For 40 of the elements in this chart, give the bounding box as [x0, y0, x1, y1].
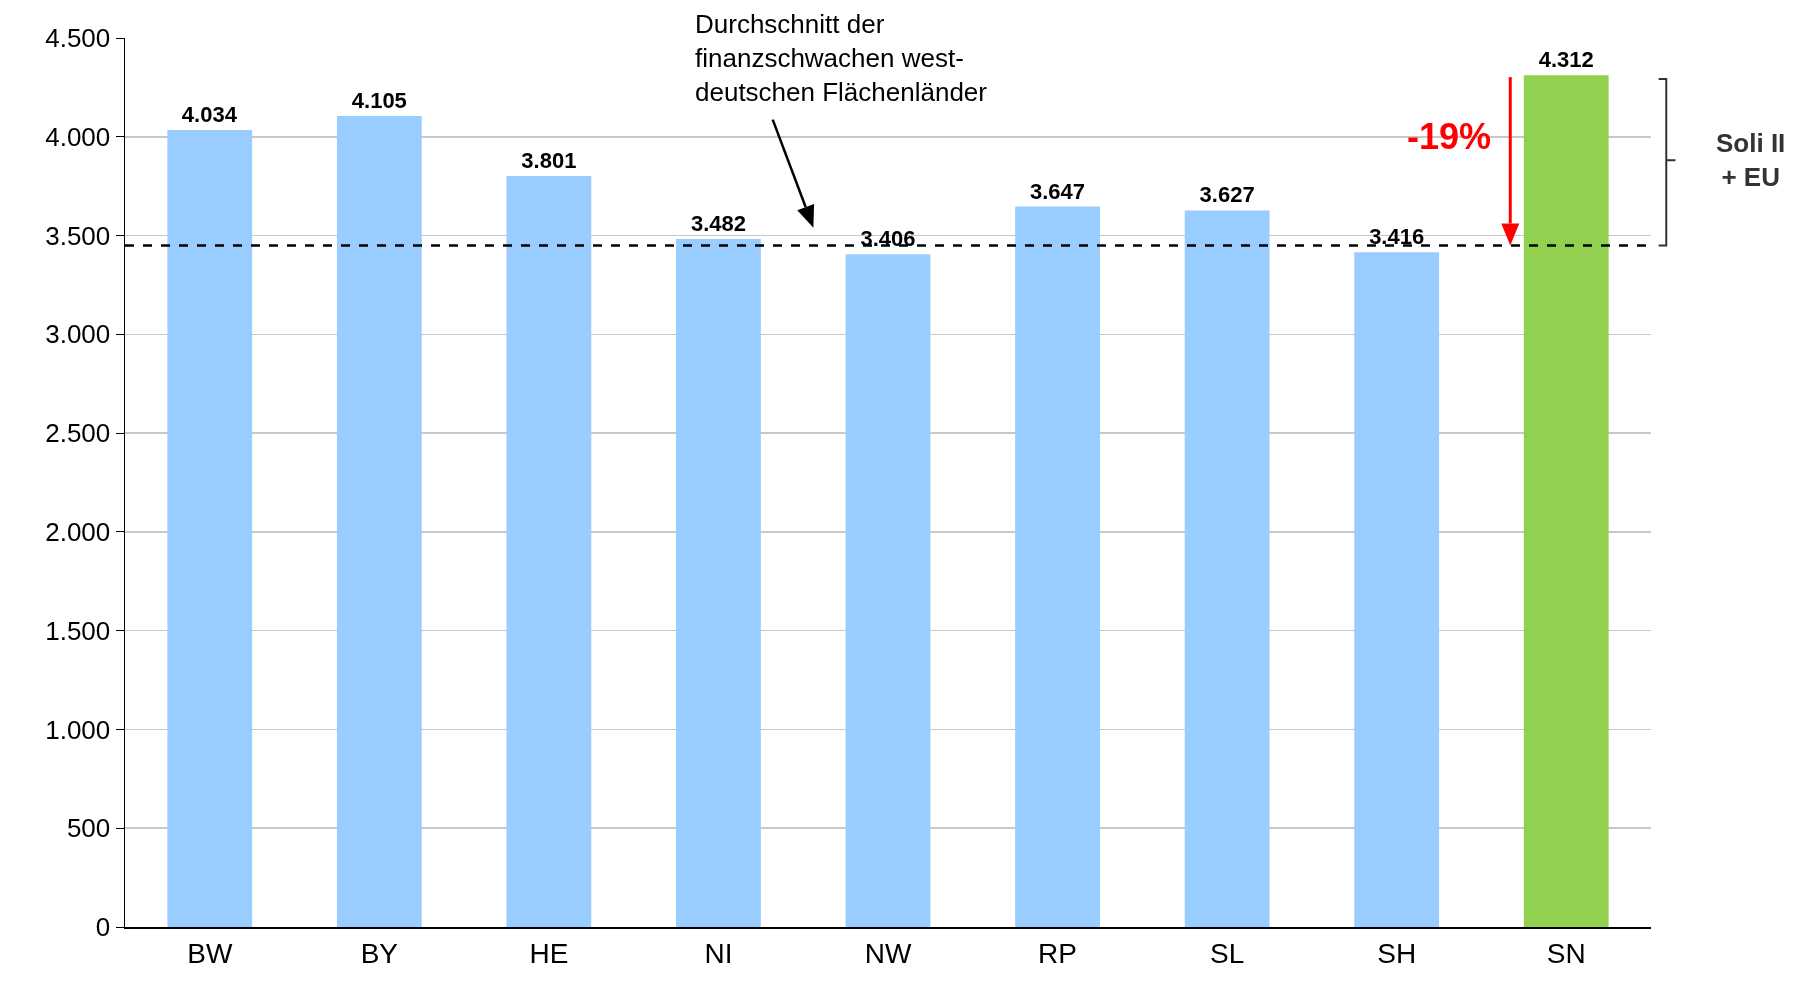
ref-line-label: Durchschnitt der finanzschwachen west- deutschen Flächenländer	[695, 9, 988, 107]
bar	[1015, 206, 1100, 927]
data-label: 3.406	[860, 226, 916, 252]
y-tick-label: 2.000	[45, 516, 111, 547]
y-tick-label: 0	[95, 912, 111, 943]
data-label: 4.105	[351, 88, 407, 114]
data-label: 3.627	[1199, 182, 1255, 208]
x-tick-label: BW	[187, 937, 233, 969]
data-label: 3.416	[1369, 224, 1425, 250]
x-tick-label: SN	[1546, 937, 1586, 969]
x-tick-label: HE	[529, 937, 569, 969]
annotation: -19%	[1407, 116, 1492, 157]
y-tick-label: 1.500	[45, 615, 111, 646]
data-label: 4.034	[181, 102, 238, 128]
data-label: 4.312	[1538, 47, 1594, 73]
y-tick-label: 500	[66, 813, 111, 844]
x-tick-label: RP	[1038, 937, 1078, 969]
y-tick-label: 2.500	[45, 418, 111, 449]
x-tick-label: NW	[864, 937, 912, 969]
bar	[336, 116, 422, 927]
y-tick-label: 4.500	[45, 23, 111, 54]
bar	[167, 130, 253, 927]
bar	[506, 176, 592, 927]
x-tick-label: SH	[1377, 937, 1417, 969]
x-tick-label: NI	[704, 937, 733, 969]
x-tick-label: BY	[360, 937, 399, 969]
y-tick-label: 3.500	[45, 220, 111, 251]
data-label: 3.801	[521, 148, 577, 174]
y-tick-label: 3.000	[45, 319, 111, 350]
bar	[1184, 210, 1270, 927]
x-tick-label: SL	[1209, 937, 1245, 969]
y-tick-label: 4.000	[45, 121, 111, 152]
data-label: 3.482	[690, 211, 746, 237]
bar	[676, 239, 761, 927]
bar	[845, 254, 931, 927]
bar	[1523, 75, 1609, 927]
text: Soli II + EU	[1716, 128, 1786, 192]
data-label: 3.647	[1030, 178, 1086, 204]
y-tick-label: 1.000	[45, 714, 111, 745]
bar	[1354, 252, 1440, 927]
